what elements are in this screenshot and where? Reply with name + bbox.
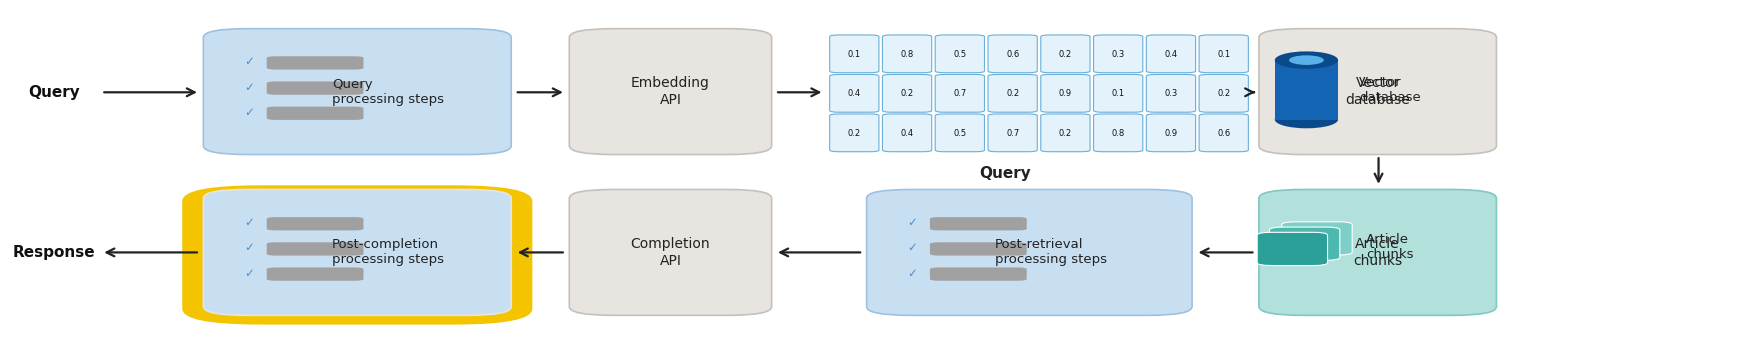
FancyBboxPatch shape — [569, 29, 771, 154]
FancyBboxPatch shape — [266, 217, 363, 230]
FancyBboxPatch shape — [1257, 232, 1328, 265]
FancyBboxPatch shape — [266, 242, 363, 256]
Text: ✓: ✓ — [245, 80, 254, 94]
Text: Embedding
API: Embedding API — [630, 77, 710, 107]
FancyBboxPatch shape — [935, 35, 984, 73]
FancyBboxPatch shape — [1259, 190, 1497, 315]
FancyBboxPatch shape — [1146, 114, 1196, 152]
Text: 0.5: 0.5 — [953, 128, 967, 138]
Text: 0.4: 0.4 — [1164, 49, 1178, 59]
Text: 0.1: 0.1 — [847, 49, 861, 59]
Text: Article
chunks: Article chunks — [1352, 237, 1402, 267]
FancyBboxPatch shape — [829, 74, 879, 112]
Text: Article
chunks: Article chunks — [1367, 233, 1414, 261]
FancyBboxPatch shape — [882, 74, 932, 112]
FancyBboxPatch shape — [1282, 222, 1352, 255]
Text: ✓: ✓ — [245, 266, 254, 279]
Text: 0.2: 0.2 — [1217, 89, 1231, 98]
Text: 0.1: 0.1 — [1217, 49, 1231, 59]
Text: 0.6: 0.6 — [1217, 128, 1231, 138]
FancyBboxPatch shape — [266, 81, 363, 95]
FancyBboxPatch shape — [1146, 35, 1196, 73]
FancyBboxPatch shape — [1041, 35, 1090, 73]
Text: Query: Query — [28, 85, 79, 100]
FancyBboxPatch shape — [930, 217, 1027, 230]
FancyBboxPatch shape — [266, 56, 363, 69]
Text: 0.9: 0.9 — [1058, 89, 1072, 98]
Text: Response: Response — [12, 245, 95, 260]
Ellipse shape — [1275, 111, 1338, 128]
Text: 0.5: 0.5 — [953, 49, 967, 59]
FancyBboxPatch shape — [988, 74, 1037, 112]
Text: 0.9: 0.9 — [1164, 128, 1178, 138]
Ellipse shape — [1275, 51, 1338, 69]
Text: ✓: ✓ — [907, 216, 917, 229]
Text: ✓: ✓ — [245, 241, 254, 254]
FancyBboxPatch shape — [183, 185, 532, 325]
Text: 0.2: 0.2 — [900, 89, 914, 98]
FancyBboxPatch shape — [569, 190, 771, 315]
Ellipse shape — [1289, 55, 1324, 65]
Text: ✓: ✓ — [245, 55, 254, 68]
FancyBboxPatch shape — [1094, 74, 1143, 112]
FancyBboxPatch shape — [266, 267, 363, 281]
FancyBboxPatch shape — [203, 190, 511, 315]
Text: 0.4: 0.4 — [847, 89, 861, 98]
Text: Post-retrieval
processing steps: Post-retrieval processing steps — [995, 238, 1108, 266]
FancyBboxPatch shape — [1199, 114, 1249, 152]
Text: 0.4: 0.4 — [900, 128, 914, 138]
FancyBboxPatch shape — [1199, 74, 1249, 112]
FancyBboxPatch shape — [1094, 114, 1143, 152]
Text: 0.3: 0.3 — [1164, 89, 1178, 98]
Text: 0.2: 0.2 — [1058, 49, 1072, 59]
Text: Post-completion
processing steps: Post-completion processing steps — [331, 238, 444, 266]
FancyBboxPatch shape — [829, 35, 879, 73]
FancyBboxPatch shape — [203, 29, 511, 154]
Text: 0.7: 0.7 — [1006, 128, 1020, 138]
FancyBboxPatch shape — [1259, 29, 1497, 154]
FancyBboxPatch shape — [866, 190, 1192, 315]
Text: 0.6: 0.6 — [1006, 49, 1020, 59]
FancyBboxPatch shape — [1270, 227, 1340, 260]
Text: Query: Query — [979, 166, 1032, 181]
Text: 0.1: 0.1 — [1111, 89, 1125, 98]
Text: Completion
API: Completion API — [630, 237, 710, 267]
FancyBboxPatch shape — [882, 35, 932, 73]
Text: 0.8: 0.8 — [900, 49, 914, 59]
Text: 0.2: 0.2 — [1058, 128, 1072, 138]
Text: 0.8: 0.8 — [1111, 128, 1125, 138]
FancyBboxPatch shape — [1094, 35, 1143, 73]
Text: Query
processing steps: Query processing steps — [331, 78, 444, 106]
FancyBboxPatch shape — [930, 267, 1027, 281]
FancyBboxPatch shape — [930, 242, 1027, 256]
Text: 0.2: 0.2 — [847, 128, 861, 138]
Text: ✓: ✓ — [245, 106, 254, 119]
Text: Vector
database: Vector database — [1359, 76, 1421, 104]
FancyBboxPatch shape — [988, 114, 1037, 152]
FancyBboxPatch shape — [988, 35, 1037, 73]
FancyBboxPatch shape — [1041, 114, 1090, 152]
FancyBboxPatch shape — [1146, 74, 1196, 112]
Text: Vector
database: Vector database — [1345, 77, 1411, 107]
FancyBboxPatch shape — [266, 107, 363, 120]
Text: 0.7: 0.7 — [953, 89, 967, 98]
FancyBboxPatch shape — [935, 74, 984, 112]
FancyBboxPatch shape — [1199, 35, 1249, 73]
Text: ✓: ✓ — [907, 266, 917, 279]
FancyBboxPatch shape — [829, 114, 879, 152]
FancyBboxPatch shape — [1041, 74, 1090, 112]
FancyBboxPatch shape — [935, 114, 984, 152]
Text: 0.3: 0.3 — [1111, 49, 1125, 59]
Text: ✓: ✓ — [907, 241, 917, 254]
Text: 0.2: 0.2 — [1006, 89, 1020, 98]
FancyBboxPatch shape — [882, 114, 932, 152]
Text: ✓: ✓ — [245, 216, 254, 229]
Bar — [1275, 60, 1338, 120]
